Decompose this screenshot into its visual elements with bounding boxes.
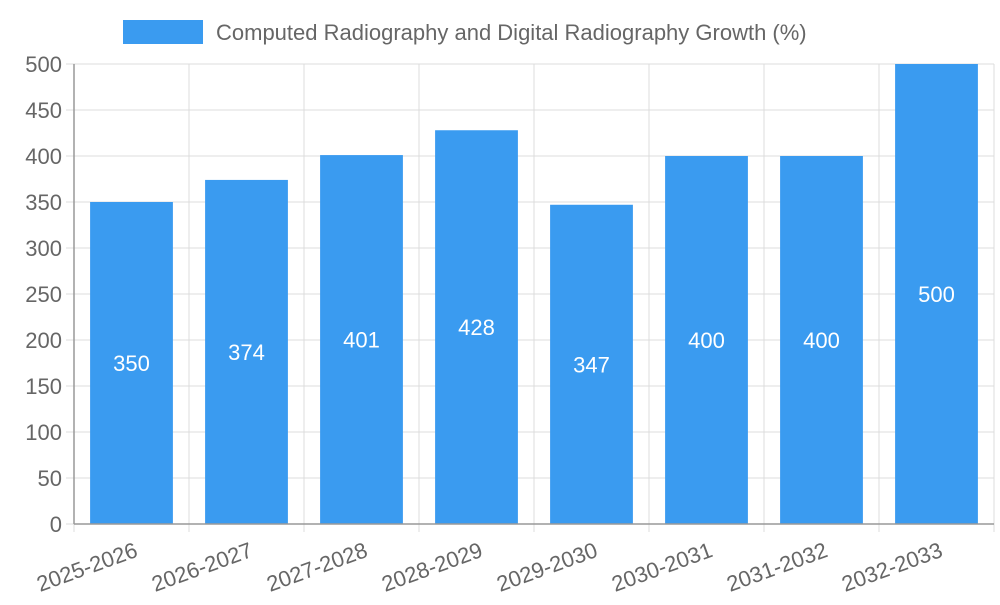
legend-swatch — [123, 20, 203, 44]
x-tick-label: 2032-2033 — [838, 537, 945, 596]
bar[interactable] — [665, 156, 748, 524]
bar-value-label: 350 — [113, 351, 150, 376]
legend: Computed Radiography and Digital Radiogr… — [123, 20, 807, 45]
y-tick-label: 350 — [25, 190, 62, 215]
bar[interactable] — [435, 130, 518, 525]
x-axis-ticks: 2025-2026 2026-2027 2027-2028 2028-2029 2029… — [33, 537, 945, 596]
bar-value-label: 500 — [918, 282, 955, 307]
legend-label: Computed Radiography and Digital Radiogr… — [216, 20, 807, 45]
bar-value-label: 374 — [228, 340, 265, 365]
bar[interactable] — [550, 204, 633, 524]
x-tick-label: 2025-2026 — [33, 537, 140, 596]
bar-labels: 350 374 401 428 347 400 400 500 — [113, 282, 955, 377]
y-tick-label: 500 — [25, 52, 62, 77]
y-tick-label: 250 — [25, 282, 62, 307]
bar-value-label: 401 — [343, 328, 380, 353]
bar-value-label: 400 — [688, 328, 725, 353]
y-tick-label: 100 — [25, 420, 62, 445]
x-tick-label: 2030-2031 — [608, 537, 715, 596]
axes — [73, 64, 994, 525]
bar[interactable] — [320, 155, 403, 524]
y-tick-label: 450 — [25, 98, 62, 123]
y-axis-ticks: 0 50 100 150 200 250 300 350 400 450 500 — [25, 52, 62, 537]
x-tick-label: 2031-2032 — [723, 537, 830, 596]
x-tick-label: 2029-2030 — [493, 537, 600, 596]
bar[interactable] — [90, 202, 173, 524]
y-tick-label: 0 — [50, 512, 62, 537]
bar[interactable] — [205, 179, 288, 525]
bar[interactable] — [895, 64, 978, 524]
y-tick-label: 200 — [25, 328, 62, 353]
x-tick-label: 2027-2028 — [263, 537, 370, 596]
bars — [90, 64, 978, 525]
bar[interactable] — [780, 156, 863, 524]
y-tick-label: 300 — [25, 236, 62, 261]
bar-value-label: 400 — [803, 328, 840, 353]
x-tick-label: 2026-2027 — [148, 537, 255, 596]
x-tick-label: 2028-2029 — [378, 537, 485, 596]
y-tick-label: 150 — [25, 374, 62, 399]
y-tick-label: 50 — [38, 466, 62, 491]
y-tick-label: 400 — [25, 144, 62, 169]
bar-value-label: 347 — [573, 352, 610, 377]
bar-value-label: 428 — [458, 315, 495, 340]
